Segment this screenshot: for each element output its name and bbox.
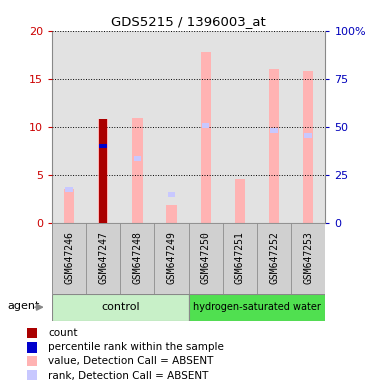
Bar — [52, 223, 86, 294]
Text: GSM647253: GSM647253 — [303, 231, 313, 284]
Bar — [134, 156, 141, 161]
Bar — [27, 370, 37, 381]
Bar — [223, 31, 257, 223]
Bar — [120, 223, 154, 294]
Text: GSM647249: GSM647249 — [167, 231, 177, 284]
Text: GSM647252: GSM647252 — [269, 231, 279, 284]
Bar — [223, 223, 257, 294]
Bar — [270, 128, 278, 133]
Bar — [154, 31, 189, 223]
Bar — [291, 223, 325, 294]
Bar — [86, 223, 120, 294]
Bar — [120, 31, 154, 223]
Bar — [189, 31, 223, 223]
Bar — [202, 123, 209, 128]
Bar — [27, 356, 37, 366]
Bar — [64, 189, 74, 223]
Text: GSM647247: GSM647247 — [98, 231, 108, 284]
Text: GSM647250: GSM647250 — [201, 231, 211, 284]
Bar — [154, 223, 189, 294]
Text: count: count — [48, 328, 77, 338]
Text: GSM647251: GSM647251 — [235, 231, 245, 284]
Bar — [99, 119, 107, 223]
Bar — [257, 31, 291, 223]
Bar — [189, 223, 223, 294]
Bar — [257, 223, 291, 294]
Bar — [166, 205, 177, 223]
Bar — [303, 71, 313, 223]
Bar — [235, 179, 245, 223]
Text: agent: agent — [8, 301, 40, 311]
Bar — [291, 31, 325, 223]
Bar — [52, 31, 86, 223]
Bar — [86, 31, 120, 223]
Bar — [99, 144, 107, 148]
Bar — [168, 192, 175, 197]
Bar — [98, 119, 109, 223]
Bar — [201, 52, 211, 223]
Bar — [27, 328, 37, 338]
Bar — [132, 118, 142, 223]
Text: value, Detection Call = ABSENT: value, Detection Call = ABSENT — [48, 356, 213, 366]
Bar — [189, 294, 325, 321]
Bar — [52, 294, 189, 321]
Bar — [27, 342, 37, 353]
Text: control: control — [101, 302, 140, 312]
Text: GSM647246: GSM647246 — [64, 231, 74, 284]
Title: GDS5215 / 1396003_at: GDS5215 / 1396003_at — [111, 15, 266, 28]
Bar — [65, 187, 73, 192]
Bar — [269, 69, 279, 223]
Text: rank, Detection Call = ABSENT: rank, Detection Call = ABSENT — [48, 371, 208, 381]
Text: percentile rank within the sample: percentile rank within the sample — [48, 342, 224, 353]
Bar — [305, 133, 312, 138]
Text: GSM647248: GSM647248 — [132, 231, 142, 284]
Text: hydrogen-saturated water: hydrogen-saturated water — [193, 302, 321, 312]
